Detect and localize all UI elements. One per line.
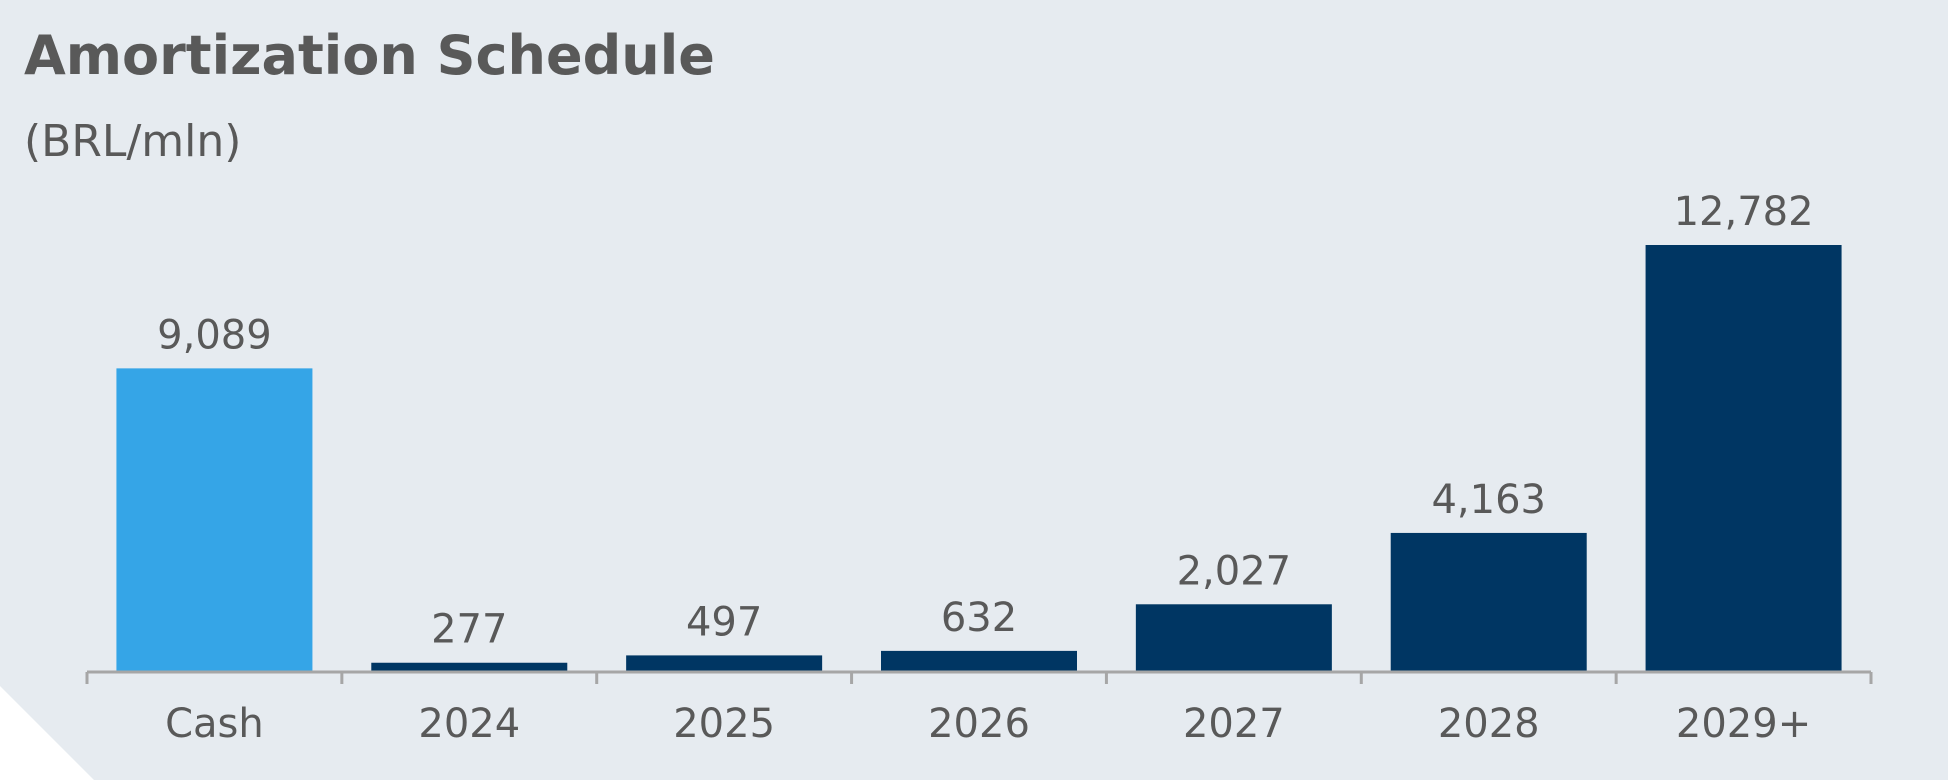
tick-label: 2024: [418, 701, 520, 747]
data-label: 632: [941, 595, 1017, 641]
bar-2027: [1135, 604, 1332, 672]
tick-label: 2027: [1183, 701, 1285, 747]
bar-2029: [1645, 245, 1842, 672]
data-label: 4,163: [1431, 477, 1546, 523]
data-label: 12,782: [1674, 189, 1814, 235]
tick-label: 2025: [673, 701, 775, 747]
data-label: 9,089: [157, 312, 272, 358]
tick-label: 2029+: [1676, 701, 1811, 747]
tick-label: 2028: [1438, 701, 1540, 747]
bar-2026: [881, 650, 1077, 672]
data-label: 277: [431, 607, 507, 653]
chart-subtitle: (BRL/mln): [24, 116, 242, 167]
data-label: 2,027: [1177, 548, 1292, 594]
bar-cash: [116, 368, 313, 672]
bar-2025: [626, 655, 823, 672]
tick-label: Cash: [165, 701, 264, 747]
bar-2028: [1390, 532, 1587, 672]
data-label: 497: [686, 599, 762, 645]
bar-2024: [371, 662, 568, 672]
chart-title: Amortization Schedule: [24, 24, 715, 87]
tick-label: 2026: [928, 701, 1030, 747]
